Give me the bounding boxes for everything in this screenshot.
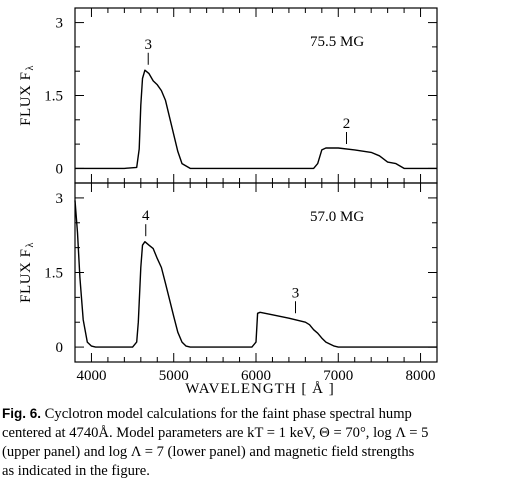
caption-line-1: Cyclotron model calculations for the fai… [44,406,412,422]
harmonic-annotation: 3 [144,37,152,53]
x-tick-label: 4000 [76,368,106,384]
x-tick-label: 5000 [159,368,189,384]
caption-line-4: as indicated in the figure. [2,463,150,479]
harmonic-annotation: 2 [343,116,351,132]
x-tick-label: 7000 [323,368,353,384]
caption-line-2: centered at 4740Å. Model parameters are … [2,425,429,441]
figure-caption: Fig. 6. Cyclotron model calculations for… [2,404,518,481]
harmonic-annotation: 3 [292,285,300,301]
field-strength-label: 57.0 MG [310,209,364,225]
caption-label: Fig. 6. [2,406,42,421]
y-tick-label: 0 [56,340,64,356]
field-strength-label: 75.5 MG [310,34,364,50]
y-tick-label: 3 [56,191,64,207]
spectrum-curve [74,200,437,348]
y-tick-label: 3 [56,16,64,32]
x-tick-label: 8000 [406,368,436,384]
y-axis-label: FLUX Fλ [18,242,36,303]
y-tick-label: 1.5 [44,89,63,105]
y-tick-label: 0 [56,161,64,177]
spectrum-curve [75,69,437,170]
x-tick-label: 6000 [241,368,271,384]
y-axis-label: FLUX Fλ [18,65,36,126]
caption-line-3: (upper panel) and log Λ = 7 (lower panel… [2,444,415,460]
y-tick-label: 1.5 [44,266,63,282]
harmonic-annotation: 4 [142,208,150,224]
lower-panel: 0 1.5 3 4000 5000 6000 7000 8000 FLUX Fλ 57.0 MG 4… [18,182,438,384]
panel-frame [74,7,438,184]
x-axis-label: WAVELENGTH [ Å ] [185,381,334,397]
cyclotron-figure: 0 1.5 3 FLUX Fλ 75.5 MG 3 2 0 1.5 3 4000 5000 6000 7… [18,7,438,397]
upper-panel: 0 1.5 3 FLUX Fλ 75.5 MG 3 2 [18,7,438,184]
